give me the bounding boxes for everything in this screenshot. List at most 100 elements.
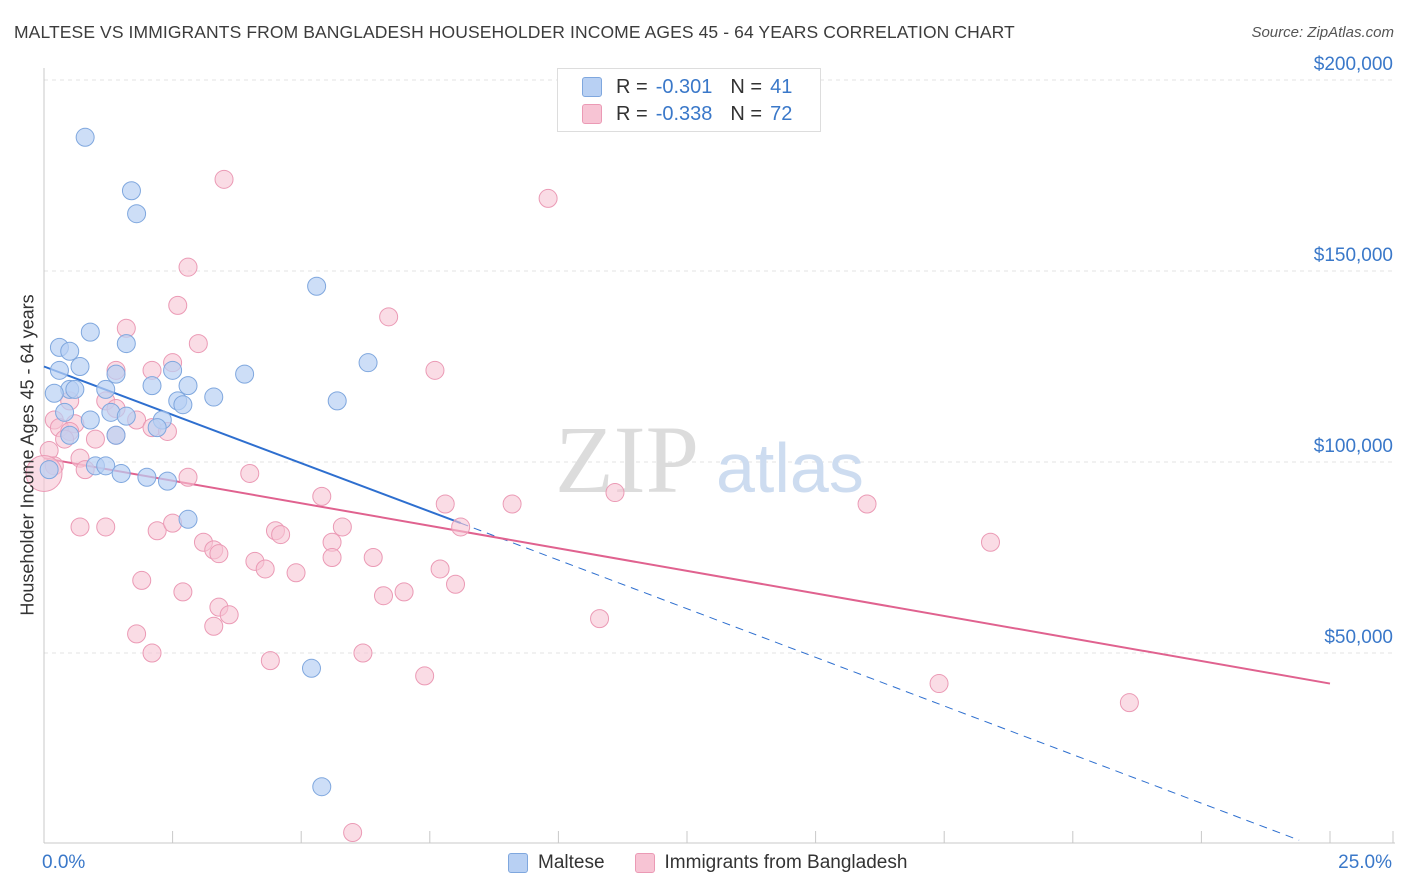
maltese-point: [358, 353, 378, 373]
maltese-point: [65, 379, 85, 399]
bangladesh-point: [343, 823, 363, 843]
bangladesh-point: [394, 582, 414, 602]
x-tick-min: 0.0%: [42, 852, 86, 873]
maltese-point: [44, 383, 64, 403]
maltese-point: [178, 509, 198, 529]
maltese-point: [70, 357, 90, 376]
bangladesh-point: [209, 544, 229, 564]
bangladesh-point: [415, 666, 435, 686]
maltese-point: [142, 376, 162, 396]
bangladesh-point: [127, 624, 147, 644]
maltese-point: [80, 410, 100, 430]
bangladesh-trendline: [43, 457, 1331, 685]
maltese-point: [178, 376, 198, 396]
maltese-point: [327, 391, 347, 411]
bangladesh-point: [374, 586, 394, 606]
bangladesh-point: [322, 548, 342, 567]
bangladesh-point: [70, 517, 90, 537]
bangladesh-point: [435, 494, 455, 514]
legend-item-bangladesh: Immigrants from Bangladesh: [634, 852, 908, 874]
bangladesh-point: [214, 169, 234, 189]
maltese-points: [39, 127, 378, 797]
bangladesh-point: [188, 334, 208, 354]
maltese-point: [111, 463, 131, 483]
bangladesh-point: [173, 582, 193, 602]
legend-r-value-maltese: -0.301: [655, 75, 713, 98]
legend-item-maltese: Maltese: [508, 852, 605, 874]
bangladesh-point: [168, 295, 188, 315]
bangladesh-point: [204, 616, 224, 636]
series-legend: Maltese Immigrants from Bangladesh: [508, 852, 937, 874]
y-tick-label: $100,000: [1314, 436, 1393, 457]
y-tick-label: $200,000: [1314, 54, 1393, 75]
maltese-point: [157, 471, 177, 491]
bangladesh-swatch: [582, 104, 602, 124]
bangladesh-point: [332, 517, 352, 537]
bangladesh-point: [353, 643, 373, 663]
legend-label-bangladesh: Immigrants from Bangladesh: [664, 852, 908, 873]
legend-n-value-bangladesh: 72: [770, 102, 793, 125]
bangladesh-point: [502, 494, 522, 514]
bangladesh-point: [219, 605, 239, 625]
legend-n-label: N =: [730, 75, 763, 98]
bangladesh-point: [85, 429, 105, 449]
maltese-point: [173, 395, 193, 415]
legend-n-label: N =: [730, 102, 763, 125]
maltese-swatch: [582, 77, 602, 97]
bangladesh-point: [929, 674, 949, 694]
maltese-point: [55, 402, 75, 422]
watermark-zip: ZIP: [555, 406, 699, 513]
legend-row-bangladesh: R = -0.338 N = 72: [582, 101, 792, 127]
bangladesh-point: [590, 609, 610, 629]
bangladesh-point: [132, 570, 152, 590]
y-tick-labels: $50,000 $100,000 $150,000 $200,000: [1314, 54, 1393, 648]
bangladesh-point: [255, 559, 275, 579]
bangladesh-point: [178, 467, 198, 487]
bangladesh-point: [857, 494, 877, 514]
maltese-point: [96, 379, 116, 399]
maltese-point: [116, 334, 136, 354]
maltese-swatch: [508, 853, 528, 873]
y-tick-label: $50,000: [1324, 627, 1393, 648]
maltese-point: [106, 364, 126, 384]
maltese-point: [307, 276, 327, 296]
bangladesh-point: [260, 651, 280, 671]
maltese-point: [204, 387, 224, 407]
legend-row-maltese: R = -0.301 N = 41: [582, 74, 792, 100]
bangladesh-trend-solid: [43, 457, 1331, 685]
legend-r-label: R =: [616, 75, 648, 98]
maltese-trend-dashed: [460, 522, 1300, 841]
bangladesh-point: [1119, 693, 1139, 713]
maltese-point: [49, 360, 69, 380]
maltese-point: [121, 181, 141, 201]
bangladesh-point: [96, 517, 116, 537]
bangladesh-point: [286, 563, 306, 583]
bangladesh-point: [605, 483, 625, 503]
bangladesh-swatch: [634, 853, 655, 873]
x-tick-max: 25.0%: [1338, 852, 1392, 873]
maltese-point: [312, 777, 332, 797]
y-axis-label: Householder Income Ages 45 - 64 years: [17, 294, 38, 616]
bangladesh-point: [363, 548, 383, 567]
bangladesh-point: [430, 559, 450, 579]
chart-title: MALTESE VS IMMIGRANTS FROM BANGLADESH HO…: [14, 22, 1015, 42]
maltese-point: [147, 418, 167, 438]
maltese-point: [60, 341, 80, 361]
bangladesh-point: [451, 517, 471, 537]
maltese-point: [75, 127, 95, 147]
watermark: ZIP atlas: [555, 406, 864, 513]
maltese-point: [127, 204, 147, 224]
maltese-point: [39, 460, 59, 480]
correlation-legend: R = -0.301 N = 41 R = -0.338 N = 72: [557, 68, 821, 132]
maltese-point: [106, 425, 126, 445]
bangladesh-point: [147, 521, 167, 541]
legend-n-value-maltese: 41: [770, 75, 793, 98]
y-tick-label: $150,000: [1314, 245, 1393, 266]
maltese-point: [80, 322, 100, 342]
legend-r-value-bangladesh: -0.338: [655, 102, 713, 125]
legend-r-label: R =: [616, 102, 648, 125]
bangladesh-point: [379, 307, 399, 327]
maltese-point: [235, 364, 255, 384]
bangladesh-points: [25, 169, 1139, 843]
